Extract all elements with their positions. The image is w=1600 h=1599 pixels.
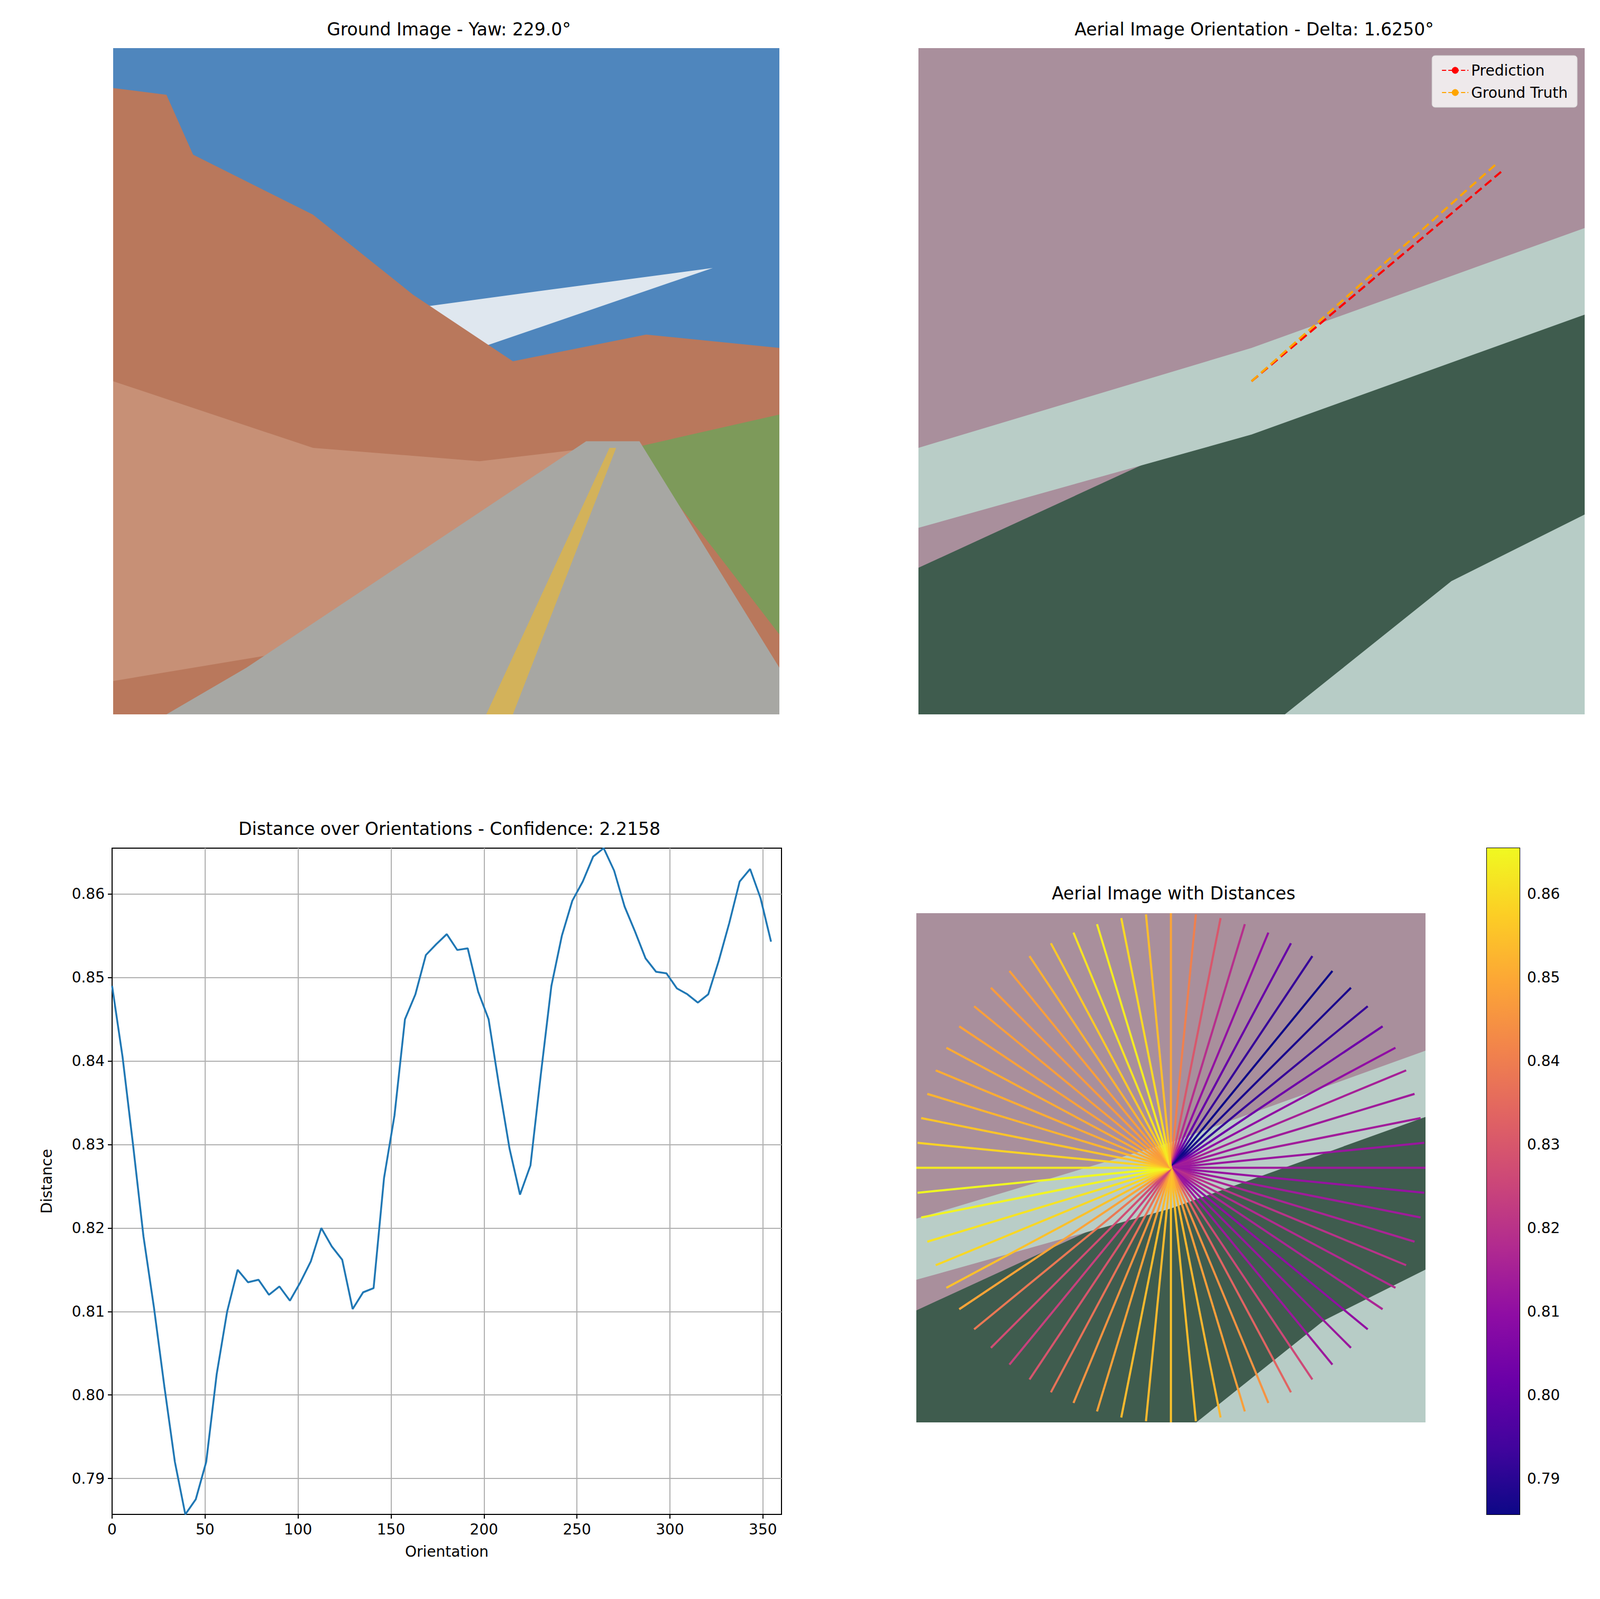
svg-text:350: 350 [748,1520,777,1539]
svg-text:0.79: 0.79 [71,1469,105,1488]
svg-text:Aerial Image Orientation - Del: Aerial Image Orientation - Delta: 1.6250… [1074,19,1434,40]
svg-text:0.80: 0.80 [1527,1386,1560,1404]
svg-text:0.82: 0.82 [1527,1219,1560,1237]
svg-text:Aerial Image with Distances: Aerial Image with Distances [1051,883,1296,904]
svg-text:0.81: 0.81 [71,1302,105,1321]
svg-text:150: 150 [376,1520,406,1539]
svg-text:0.82: 0.82 [71,1219,105,1237]
svg-text:200: 200 [470,1520,499,1539]
svg-text:0.84: 0.84 [71,1052,105,1070]
svg-text:300: 300 [655,1520,684,1539]
svg-text:Ground Image - Yaw: 229.0°: Ground Image - Yaw: 229.0° [326,19,572,40]
svg-text:50: 50 [195,1520,215,1539]
svg-text:100: 100 [283,1520,312,1539]
svg-text:Distance: Distance [38,1148,56,1214]
svg-text:Orientation: Orientation [405,1542,489,1561]
svg-text:0.85: 0.85 [71,968,105,987]
svg-text:0.86: 0.86 [71,885,105,903]
svg-text:0.86: 0.86 [1527,885,1560,903]
svg-text:0.84: 0.84 [1527,1052,1560,1070]
svg-text:0.85: 0.85 [1527,968,1560,987]
svg-text:0.80: 0.80 [71,1386,105,1404]
svg-text:Prediction: Prediction [1470,61,1545,80]
svg-text:Ground Truth: Ground Truth [1470,84,1568,102]
svg-text:Distance over Orientations - C: Distance over Orientations - Confidence:… [238,818,661,840]
svg-text:0.83: 0.83 [71,1135,105,1154]
svg-text:0.79: 0.79 [1527,1469,1560,1488]
svg-text:0: 0 [107,1520,117,1539]
svg-text:0.83: 0.83 [1527,1135,1560,1154]
svg-text:0.81: 0.81 [1527,1302,1560,1321]
svg-text:250: 250 [562,1520,591,1539]
